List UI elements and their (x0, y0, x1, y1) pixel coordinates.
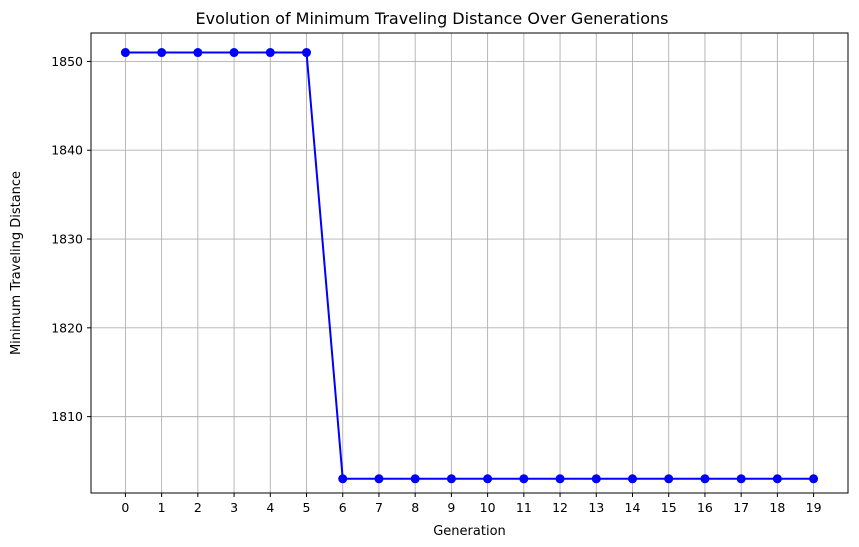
data-point (627, 474, 637, 484)
x-tick-label: 6 (339, 500, 347, 515)
data-point (591, 474, 601, 484)
x-tick-label: 14 (625, 500, 641, 515)
y-tick-label: 1840 (51, 143, 83, 158)
data-point (483, 474, 493, 484)
plot-series (120, 48, 819, 484)
x-tick-label: 15 (661, 500, 677, 515)
x-tick-label: 7 (375, 500, 383, 515)
x-tick-label: 19 (806, 500, 822, 515)
data-point (519, 474, 529, 484)
data-point (664, 474, 674, 484)
x-tick-label: 18 (769, 500, 785, 515)
x-tick-label: 2 (194, 500, 202, 515)
x-tick-label: 17 (733, 500, 749, 515)
x-tick-label: 11 (516, 500, 532, 515)
data-point (265, 48, 275, 58)
data-point (700, 474, 710, 484)
data-point (410, 474, 420, 484)
data-point (193, 48, 203, 58)
x-tick-label: 0 (121, 500, 129, 515)
data-point (772, 474, 782, 484)
y-axis-ticks: 1810 1820 1830 1840 1850 (51, 54, 91, 424)
x-tick-label: 9 (447, 500, 455, 515)
data-point (736, 474, 746, 484)
x-tick-label: 3 (230, 500, 238, 515)
x-tick-label: 1 (158, 500, 166, 515)
data-point (446, 474, 456, 484)
grid (91, 33, 848, 493)
x-tick-label: 4 (266, 500, 274, 515)
x-axis-label: Generation (433, 524, 506, 539)
x-axis-ticks: 0 1 2 3 4 5 6 7 8 9 10 11 12 13 14 15 16 17 18 19 (121, 493, 822, 515)
y-tick-label: 1810 (51, 409, 83, 424)
data-point (229, 48, 239, 58)
y-tick-label: 1820 (51, 320, 83, 335)
x-tick-label: 5 (303, 500, 311, 515)
data-point (120, 48, 130, 58)
x-tick-label: 16 (697, 500, 713, 515)
y-tick-label: 1830 (51, 232, 83, 247)
data-point (555, 474, 565, 484)
plot-frame (90, 32, 849, 494)
y-axis-label: Minimum Traveling Distance (9, 171, 24, 355)
series-line (125, 51, 814, 480)
x-tick-label: 13 (588, 500, 604, 515)
data-point (809, 474, 819, 484)
x-tick-label: 12 (552, 500, 568, 515)
y-tick-label: 1850 (51, 54, 83, 69)
data-point (302, 48, 312, 58)
data-point (374, 474, 384, 484)
x-tick-label: 8 (411, 500, 419, 515)
data-point (157, 48, 167, 58)
chart-title: Evolution of Minimum Traveling Distance … (195, 9, 668, 28)
x-tick-label: 10 (480, 500, 496, 515)
data-point (338, 474, 348, 484)
